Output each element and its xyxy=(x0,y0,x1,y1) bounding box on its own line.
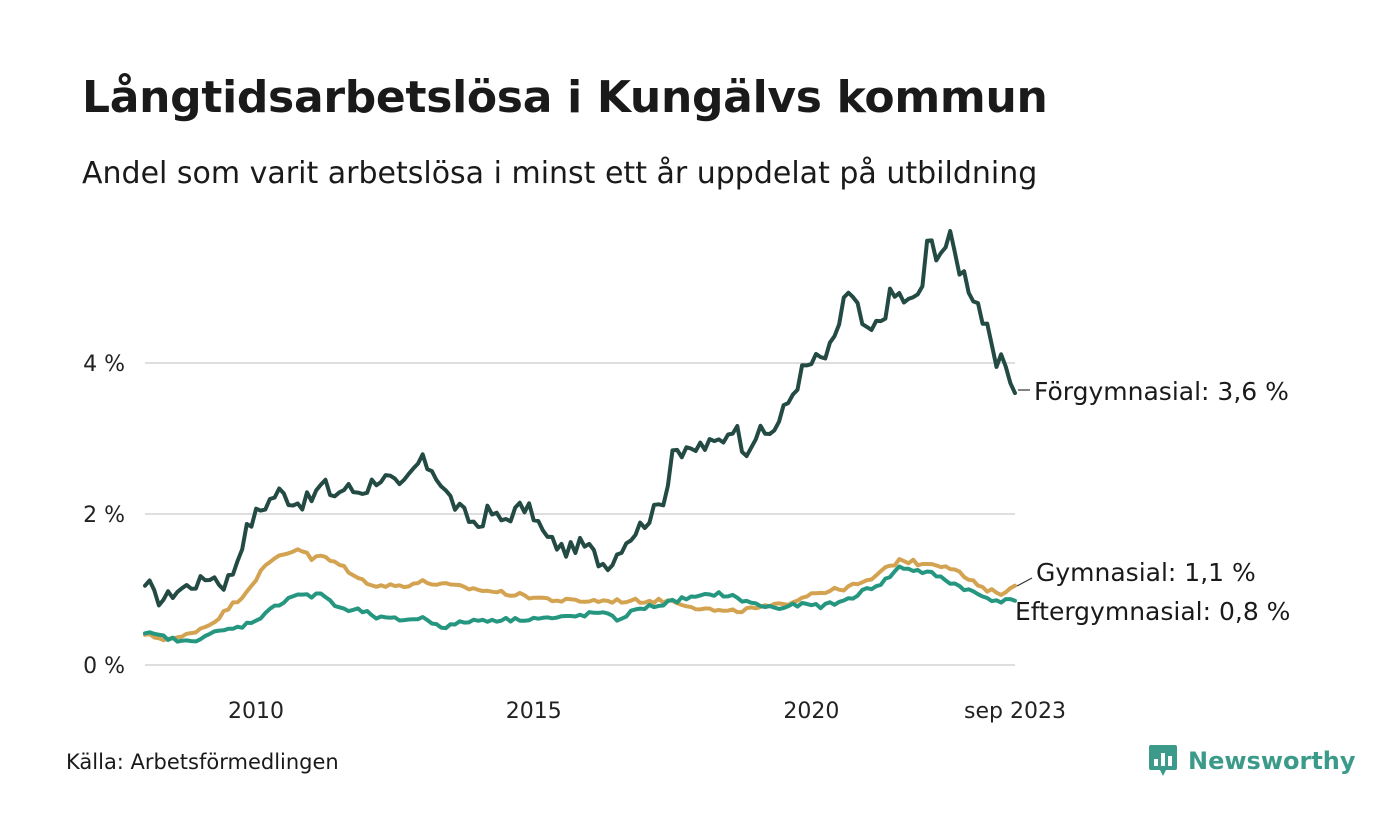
x-axis-ticks: 2010 2015 2020 sep 2023 xyxy=(228,699,1066,724)
series-label-eftergymnasial: Eftergymnasial: 0,8 % xyxy=(1015,597,1290,626)
x-tick-label: 2010 xyxy=(228,699,284,724)
series-labels: Förgymnasial: 3,6 % Gymnasial: 1,1 % Efter… xyxy=(1015,377,1290,626)
y-tick-label: 4 % xyxy=(83,352,125,377)
label-leader-gymnasial xyxy=(1016,577,1033,587)
series-line-eftergymnasial xyxy=(143,564,1017,644)
y-tick-label: 0 % xyxy=(83,654,125,679)
x-tick-label: 2020 xyxy=(783,699,839,724)
series-line-förgymnasial xyxy=(143,229,1017,608)
brand-name: Newsworthy xyxy=(1188,747,1356,775)
chart-title: Långtidsarbetslösa i Kungälvs kommun xyxy=(82,72,1048,123)
x-tick-label: sep 2023 xyxy=(964,699,1066,724)
series-label-förgymnasial: Förgymnasial: 3,6 % xyxy=(1034,377,1289,406)
newsworthy-logo-icon xyxy=(1149,745,1177,776)
x-tick-label: 2015 xyxy=(506,699,562,724)
source-note: Källa: Arbetsförmedlingen xyxy=(66,750,339,774)
y-axis-ticks: 0 % 2 % 4 % xyxy=(83,352,125,679)
chart-subtitle: Andel som varit arbetslösa i minst ett å… xyxy=(82,156,1038,191)
series-label-gymnasial: Gymnasial: 1,1 % xyxy=(1036,558,1256,587)
series-lines xyxy=(143,229,1017,644)
series-line-gymnasial xyxy=(143,547,1017,643)
brand-logo[interactable]: Newsworthy xyxy=(1148,744,1356,778)
gridlines xyxy=(145,362,1015,666)
y-tick-label: 2 % xyxy=(83,503,125,528)
